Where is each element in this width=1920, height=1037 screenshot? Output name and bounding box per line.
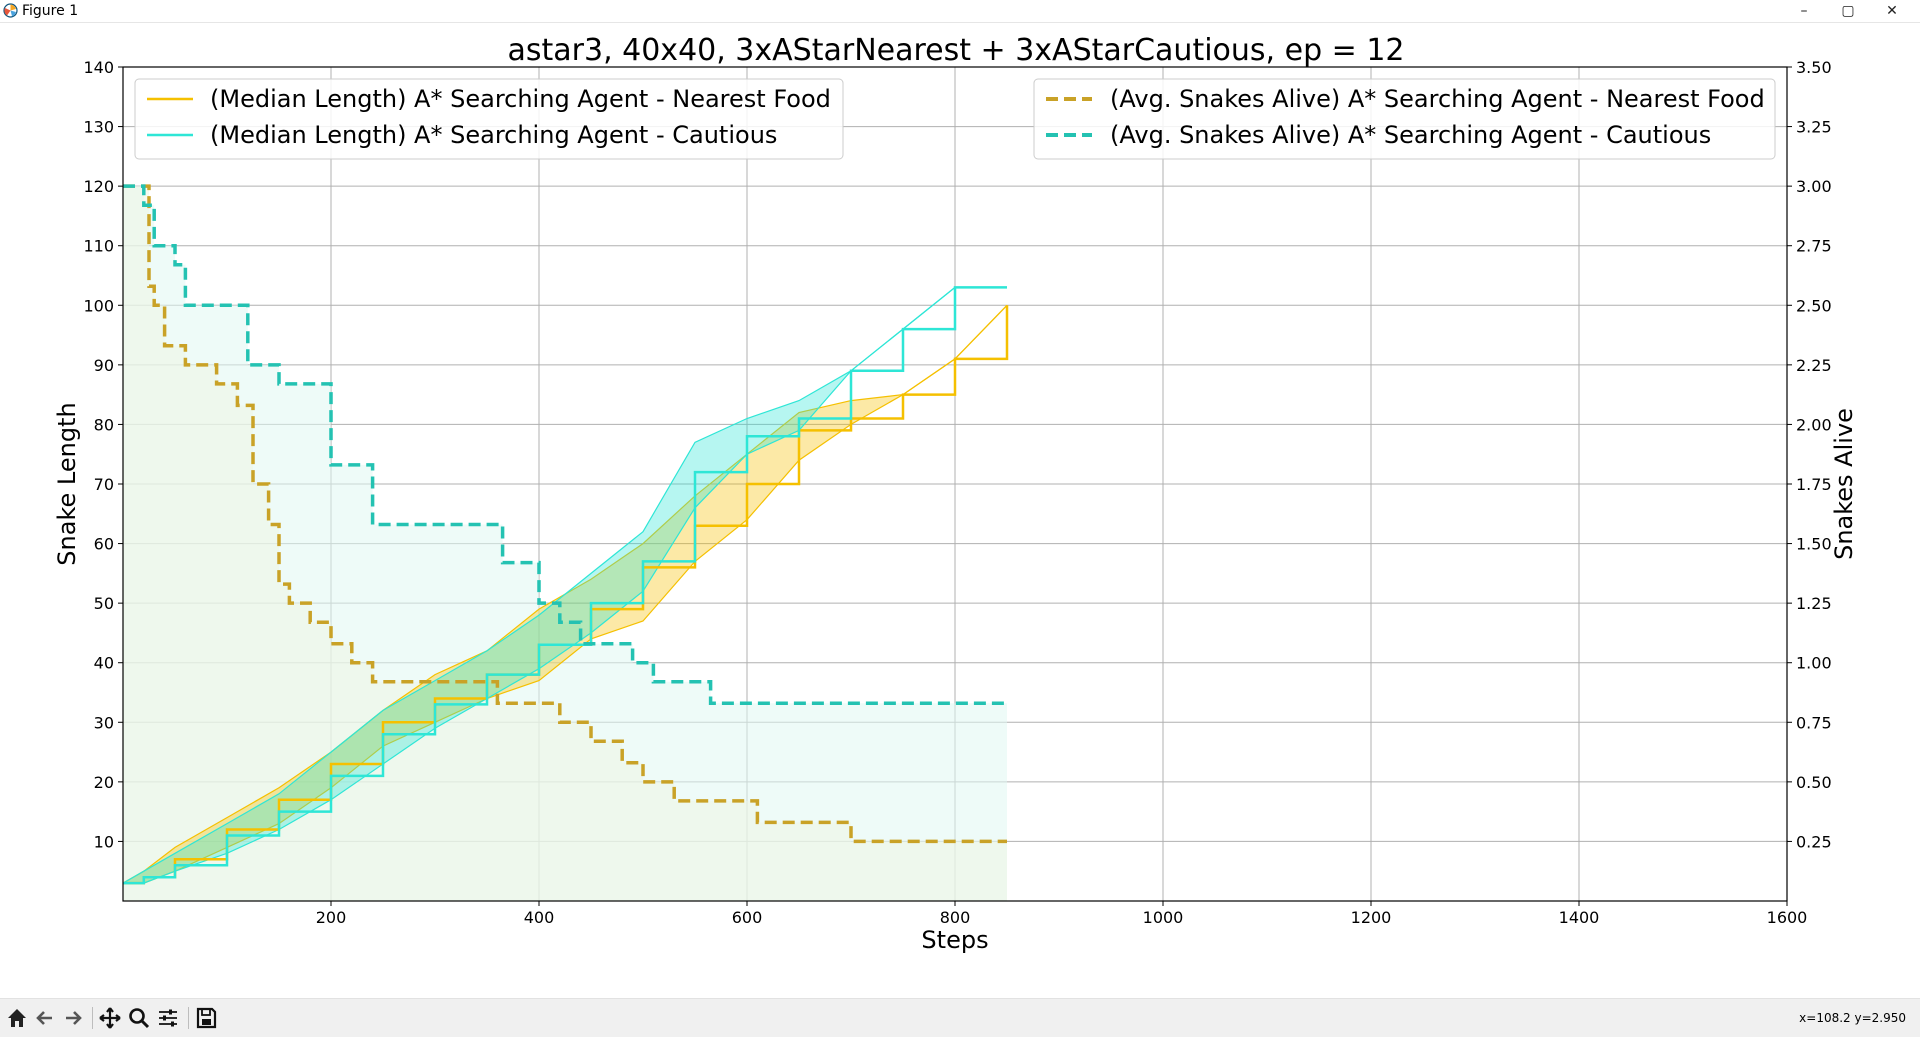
legend-left: (Median Length) A* Searching Agent - Nea…: [134, 78, 844, 160]
legend-right: (Avg. Snakes Alive) A* Searching Agent -…: [1033, 78, 1776, 160]
y-axis-label: Snake Length: [53, 402, 81, 565]
x-tick-label: 1400: [1559, 908, 1600, 927]
y-tick-label: 10: [94, 832, 114, 851]
x-tick-label: 200: [316, 908, 347, 927]
pan-icon[interactable]: [97, 1005, 123, 1031]
y2-tick-label: 1.25: [1796, 594, 1832, 613]
x-tick-label: 800: [940, 908, 971, 927]
window-title: Figure 1: [22, 3, 79, 19]
zoom-icon[interactable]: [126, 1005, 152, 1031]
y-tick-label: 130: [83, 118, 114, 137]
configure-icon[interactable]: [155, 1005, 181, 1031]
y2-tick-label: 2.75: [1796, 237, 1832, 256]
x-axis-ticks: 200 400 600 800 1000 1200 1400 1600: [316, 901, 1808, 927]
y-tick-label: 40: [94, 654, 114, 673]
toolbar-separator: [92, 1007, 93, 1029]
cursor-coordinates: x=108.2 y=2.950: [1799, 1011, 1906, 1025]
cautious-alive-line: [123, 184, 1007, 705]
legend-entry-cautious-alive: (Avg. Snakes Alive) A* Searching Agent -…: [1110, 121, 1711, 149]
x-tick-label: 1200: [1351, 908, 1392, 927]
y2-tick-label: 2.25: [1796, 356, 1832, 375]
alive-area-fills: [123, 186, 1007, 902]
y2-axis-label: Snakes Alive: [1830, 408, 1858, 560]
y2-tick-label: 2.00: [1796, 415, 1832, 434]
y2-tick-label: 2.50: [1796, 296, 1832, 315]
navigation-toolbar: x=108.2 y=2.950: [0, 998, 1920, 1037]
chart-title: astar3, 40x40, 3xAStarNearest + 3xAStarC…: [507, 33, 1404, 68]
legend-entry-cautious-length: (Median Length) A* Searching Agent - Cau…: [210, 121, 777, 149]
y-tick-label: 100: [83, 296, 114, 315]
close-button[interactable]: ✕: [1886, 3, 1898, 19]
legend-entry-nearest-length: (Median Length) A* Searching Agent - Nea…: [210, 85, 831, 113]
nearest-length-band: [123, 305, 1007, 884]
x-tick-label: 600: [732, 908, 763, 927]
y2-tick-label: 0.25: [1796, 832, 1832, 851]
y2-tick-label: 0.50: [1796, 773, 1832, 792]
y2-tick-label: 1.75: [1796, 475, 1832, 494]
cautious-length-line: [123, 286, 1007, 885]
y2-tick-label: 0.75: [1796, 713, 1832, 732]
y-tick-label: 120: [83, 177, 114, 196]
save-icon[interactable]: [193, 1005, 219, 1031]
x-axis-label: Steps: [921, 926, 988, 954]
x-tick-label: 1000: [1143, 908, 1184, 927]
legend-entry-nearest-alive: (Avg. Snakes Alive) A* Searching Agent -…: [1110, 85, 1765, 113]
y2-tick-label: 3.25: [1796, 118, 1832, 137]
y-tick-label: 20: [94, 773, 114, 792]
y2-tick-label: 1.00: [1796, 654, 1832, 673]
y-axis-ticks: 10 20 30 40 50 60 70 80 90 100 110 120 130 140: [83, 58, 123, 851]
y-tick-label: 70: [94, 475, 114, 494]
matplotlib-icon: [3, 3, 18, 18]
toolbar-separator: [188, 1007, 189, 1029]
x-tick-label: 1600: [1767, 908, 1808, 927]
y-tick-label: 140: [83, 58, 114, 77]
home-icon[interactable]: [4, 1005, 30, 1031]
legend-left-frame: [134, 78, 844, 160]
y2-tick-label: 1.50: [1796, 535, 1832, 554]
x-tick-label: 400: [524, 908, 555, 927]
y-tick-label: 90: [94, 356, 114, 375]
figure-canvas[interactable]: astar3, 40x40, 3xAStarNearest + 3xAStarC…: [0, 23, 1920, 998]
y-tick-label: 110: [83, 237, 114, 256]
forward-icon[interactable]: [60, 1005, 86, 1031]
back-icon[interactable]: [32, 1005, 58, 1031]
y-tick-label: 80: [94, 415, 114, 434]
series-lines: [123, 184, 1009, 885]
y-tick-label: 50: [94, 594, 114, 613]
legend-right-frame: [1033, 78, 1776, 160]
y2-axis-ticks: 0.25 0.50 0.75 1.00 1.25 1.50 1.75 2.00 2.25 2.50…: [1787, 58, 1832, 851]
nearest-alive-area: [123, 186, 1007, 902]
y-tick-label: 60: [94, 535, 114, 554]
y-tick-label: 30: [94, 713, 114, 732]
maximize-button[interactable]: ▢: [1841, 3, 1855, 19]
minimize-button[interactable]: –: [1800, 3, 1808, 19]
y2-tick-label: 3.50: [1796, 58, 1832, 77]
nearest-alive-line: [123, 184, 1007, 844]
window-titlebar: Figure 1 – ▢ ✕: [0, 0, 1920, 23]
y2-tick-label: 3.00: [1796, 177, 1832, 196]
